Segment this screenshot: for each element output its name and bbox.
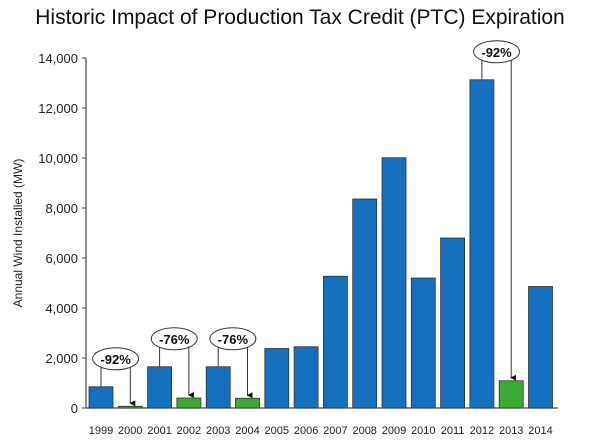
annotation-label: -76% (218, 332, 249, 347)
bar-2005 (264, 348, 290, 409)
x-tick-label: 2003 (206, 425, 230, 437)
x-tick-label: 2013 (499, 425, 523, 437)
x-tick-label: 2008 (352, 425, 376, 437)
bar-2006 (293, 346, 319, 409)
x-tick-label: 2000 (118, 425, 142, 437)
x-tick-label: 2007 (323, 425, 347, 437)
annotation-bubble (150, 327, 198, 351)
x-tick-label: 2004 (235, 425, 259, 437)
bar-2009 (381, 157, 407, 409)
annotation-label: -92% (481, 45, 512, 60)
bar-2004 (235, 397, 260, 409)
bar-2001 (147, 366, 173, 409)
bar-2011 (440, 237, 466, 409)
y-tick-label: 8,000 (45, 201, 78, 216)
y-axis-label: Annual Wind Installed (MW) (11, 159, 25, 308)
bar-2010 (410, 277, 436, 409)
x-tick-label: 2001 (147, 425, 171, 437)
y-tick-label: 4,000 (45, 301, 78, 316)
x-tick-label: 2009 (382, 425, 406, 437)
x-tick-label: 2005 (265, 425, 289, 437)
x-tick-label: 2010 (411, 425, 435, 437)
y-tick-label: 2,000 (45, 351, 78, 366)
annotation-bubble (92, 347, 140, 371)
x-tick-label: 2011 (441, 425, 465, 437)
annotation-label: -92% (100, 352, 131, 367)
annotation-bubble (473, 40, 521, 64)
x-tick-label: 2012 (470, 425, 494, 437)
y-tick-label: 10,000 (38, 151, 78, 166)
bar-2013 (498, 380, 524, 409)
x-tick-label: 2002 (177, 425, 201, 437)
bar-2002 (176, 397, 202, 409)
y-tick-label: 12,000 (38, 101, 78, 116)
annotation-label: -76% (159, 332, 190, 347)
bar-2000 (117, 405, 143, 409)
bar-2014 (528, 286, 553, 409)
y-tick-label: 14,000 (38, 51, 78, 66)
bar-2007 (322, 275, 348, 409)
chart-title: Historic Impact of Production Tax Credit… (35, 6, 565, 29)
bar-2003 (205, 366, 231, 409)
bar-2008 (352, 198, 378, 409)
annotation-bubble (209, 327, 257, 351)
bar-2012 (469, 79, 495, 409)
x-tick-label: 2006 (294, 425, 318, 437)
x-tick-label: 1999 (89, 425, 113, 437)
y-tick-label: 6,000 (45, 251, 78, 266)
y-tick-label: 0 (71, 401, 78, 416)
bar-1999 (88, 386, 114, 409)
x-tick-label: 2014 (528, 425, 552, 437)
